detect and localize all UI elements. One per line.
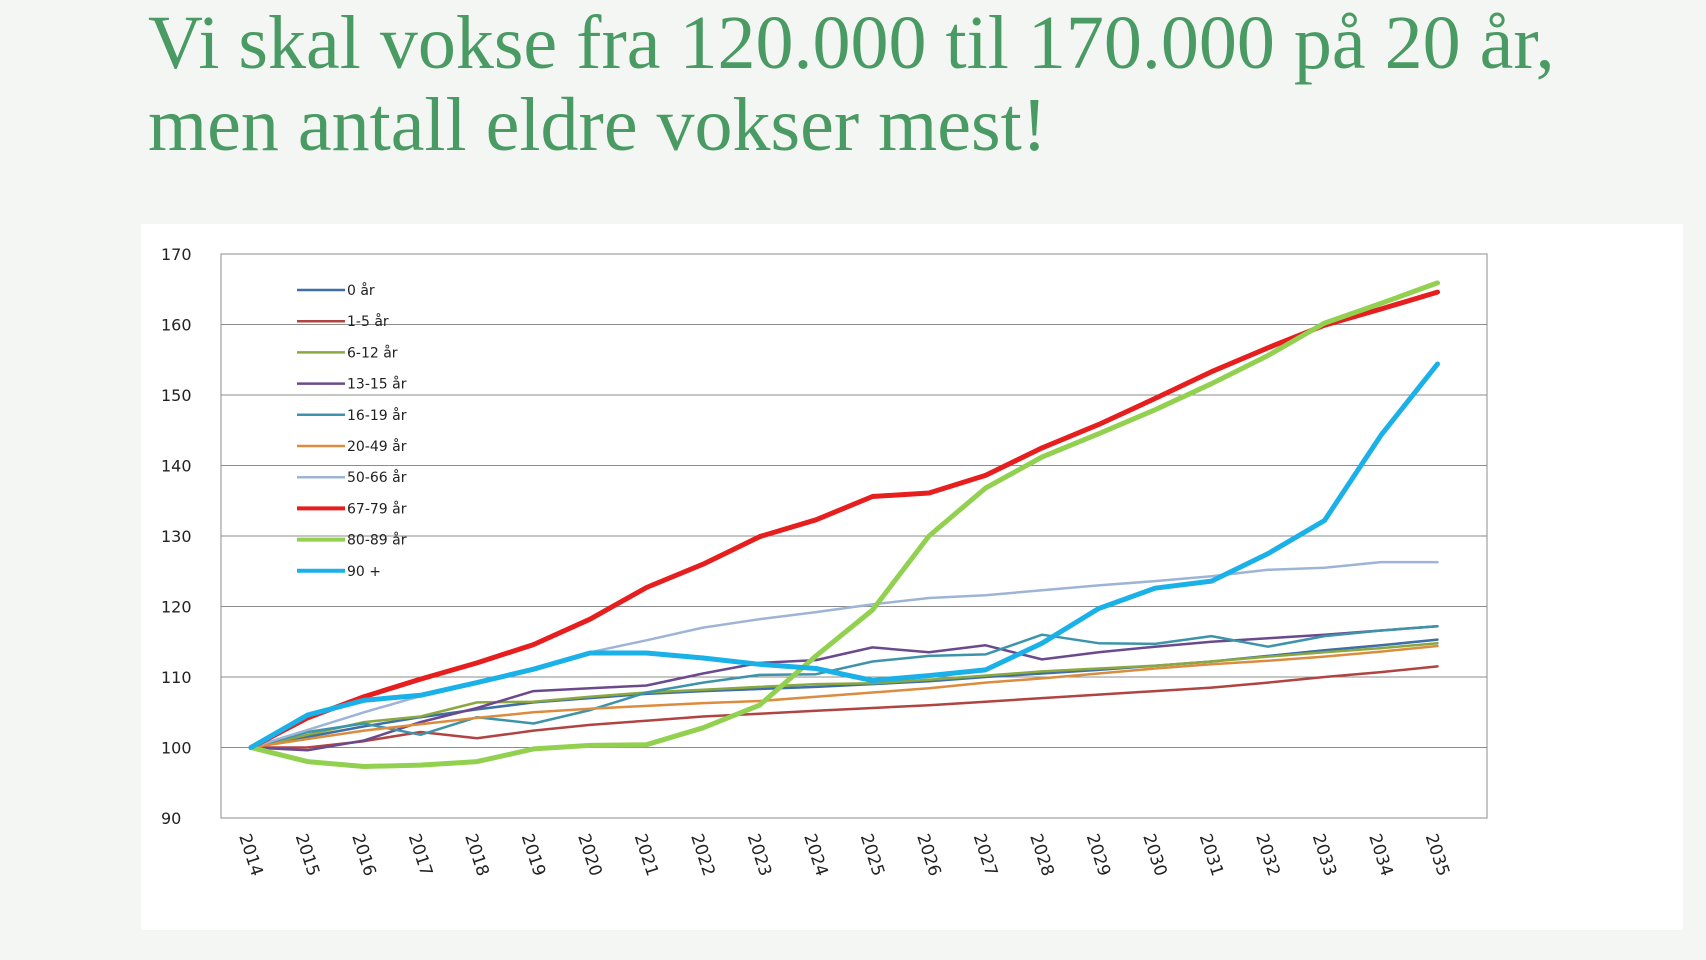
y-tick-labels: 90 100 110 120 130 140 150 160 170 [161, 245, 192, 828]
x-tick-label: 2028 [1025, 831, 1057, 878]
x-tick-label: 2018 [460, 831, 492, 878]
x-tick-label: 2025 [856, 831, 888, 878]
x-tick-label: 2031 [1195, 831, 1227, 878]
x-tick-label: 2034 [1364, 831, 1396, 878]
legend-label-0: 0 år [347, 282, 375, 299]
x-tick-label: 2032 [1251, 831, 1283, 878]
x-tick-label: 2021 [630, 831, 662, 878]
series-lines [248, 280, 1440, 769]
legend-label-8: 80-89 år [347, 532, 407, 549]
x-tick-label: 2024 [799, 831, 831, 878]
legend-label-7: 67-79 år [347, 500, 407, 517]
series-line-2 [249, 641, 1439, 749]
x-tick-label: 2030 [1138, 831, 1170, 878]
x-tick-label: 2035 [1421, 831, 1453, 878]
legend-label-3: 13-15 år [347, 376, 407, 393]
legend-label-6: 50-66 år [347, 469, 407, 486]
chart-panel: 90 100 110 120 130 140 150 160 170 2014 2015 2016 2… [141, 224, 1683, 930]
x-tick-label: 2019 [517, 831, 549, 878]
y-tick-label: 150 [161, 386, 192, 405]
x-tick-label: 2023 [743, 831, 775, 878]
y-tick-label: 90 [161, 809, 181, 828]
x-tick-label: 2029 [1082, 831, 1114, 878]
legend-label-2: 6-12 år [347, 344, 398, 361]
y-tick-label: 140 [161, 457, 192, 476]
y-tick-label: 100 [161, 739, 192, 758]
series-line-3 [249, 624, 1439, 752]
legend: 0 år 1-5 år 6-12 år 13-15 år 16-19 år 20-49 å… [297, 282, 407, 580]
y-tick-label: 120 [161, 598, 192, 617]
axes [220, 253, 1488, 819]
y-tick-label: 110 [161, 668, 192, 687]
x-tick-label: 2020 [573, 831, 605, 878]
plot-frame [220, 253, 1488, 819]
series-line-8 [248, 280, 1440, 769]
legend-label-4: 16-19 år [347, 407, 407, 424]
series-line-7 [248, 289, 1440, 750]
x-tick-label: 2027 [969, 831, 1001, 878]
y-tick-label: 130 [161, 527, 192, 546]
x-tick-label: 2026 [912, 831, 944, 878]
x-tick-label: 2022 [686, 831, 718, 878]
series-line-9 [248, 361, 1440, 750]
legend-label-9: 90 + [347, 564, 381, 580]
x-tick-labels: 2014 2015 2016 2017 2018 2019 2020 2021 2022 2023… [234, 831, 1453, 878]
y-tick-label: 170 [161, 245, 192, 264]
series-line-4 [249, 624, 1439, 749]
series-line-1 [249, 665, 1439, 749]
x-tick-label: 2017 [404, 831, 436, 878]
series-line-5 [249, 644, 1439, 749]
x-tick-label: 2014 [234, 831, 266, 878]
legend-label-5: 20-49 år [347, 438, 407, 455]
y-tick-label: 160 [161, 316, 192, 335]
legend-label-1: 1-5 år [347, 313, 389, 330]
slide-title: Vi skal vokse fra 120.000 til 170.000 på… [148, 1, 1555, 167]
x-tick-label: 2033 [1308, 831, 1340, 878]
x-tick-label: 2015 [291, 831, 323, 878]
x-tick-label: 2016 [347, 831, 379, 878]
